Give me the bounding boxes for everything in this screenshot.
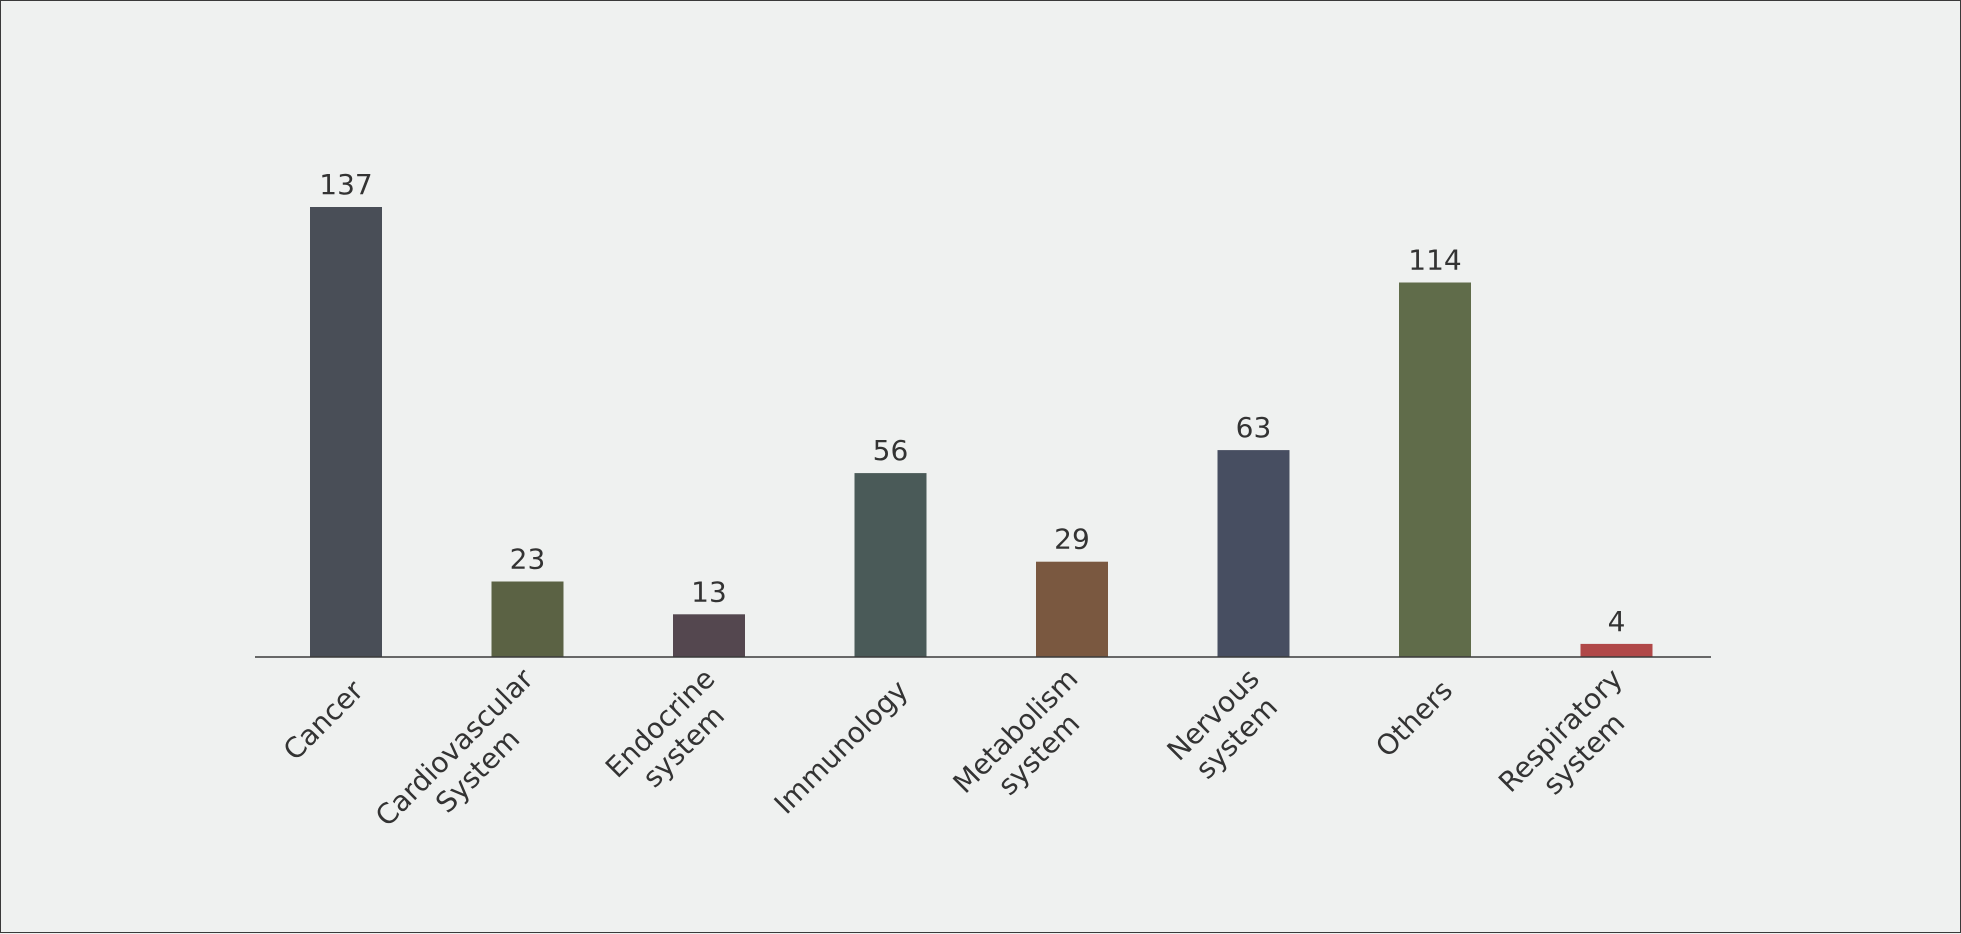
value-labels-group: 137 23 13 56 29 63 114 4	[319, 168, 1625, 638]
value-label: 114	[1408, 244, 1461, 277]
value-label: 63	[1236, 411, 1272, 444]
bar	[1036, 561, 1108, 657]
bar	[491, 581, 564, 657]
value-label: 13	[691, 575, 727, 608]
tick-label: Respiratorysystem	[1492, 662, 1652, 822]
tick-label: Endocrinesystem	[599, 662, 745, 808]
tick-label: CardiovascularSystem	[369, 662, 563, 856]
tick-label: Cancer	[277, 673, 370, 766]
bars-group	[310, 207, 1653, 657]
tick-label: Immunology	[768, 674, 915, 821]
bar	[673, 614, 745, 657]
value-label: 29	[1054, 523, 1090, 556]
tick-label-line: Others	[1369, 674, 1459, 764]
tick-label-line: Immunology	[768, 674, 915, 821]
bar	[310, 207, 382, 657]
value-label: 23	[510, 543, 546, 576]
bar	[1217, 450, 1290, 657]
bar	[1399, 282, 1471, 657]
value-label: 4	[1608, 605, 1626, 638]
value-label: 56	[873, 434, 909, 467]
value-label: 137	[319, 168, 372, 201]
tick-label: Metabolismsystem	[947, 662, 1108, 823]
tick-label-line: Cancer	[277, 673, 370, 766]
tick-labels-group: Cancer CardiovascularSystem Endocrinesyste…	[277, 662, 1652, 856]
tick-label: Nervoussystem	[1161, 662, 1289, 790]
bar	[1580, 643, 1653, 657]
bar	[854, 473, 927, 657]
tick-label: Others	[1369, 674, 1459, 764]
